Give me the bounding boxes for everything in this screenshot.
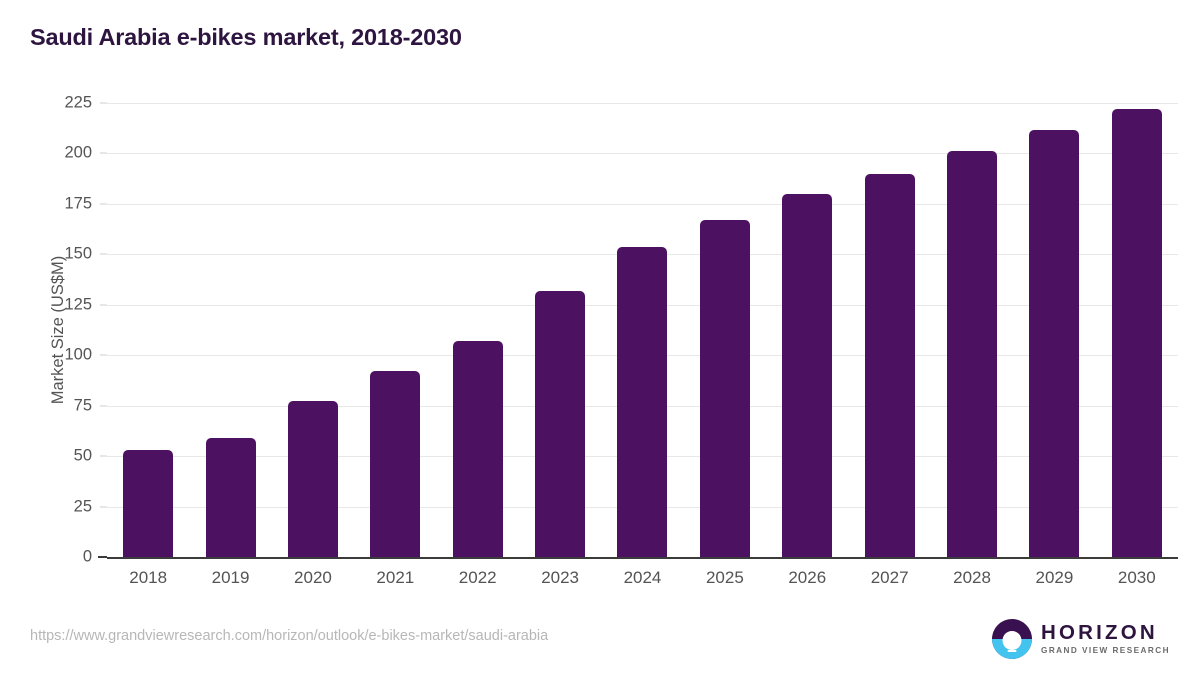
plot-area — [107, 103, 1178, 557]
x-tick-label-2028: 2028 — [953, 568, 991, 587]
bar-2026[interactable] — [782, 193, 833, 557]
bar-2030[interactable] — [1111, 109, 1162, 557]
bar-slot — [601, 103, 683, 557]
gridline — [107, 153, 1178, 155]
x-tick-label-2018: 2018 — [129, 568, 168, 587]
bar-2022[interactable] — [452, 341, 503, 557]
bar-2024[interactable] — [617, 247, 668, 557]
logo-ray-2 — [1005, 645, 1019, 648]
x-tick-label-2024: 2024 — [623, 568, 662, 587]
y-tick-mark — [100, 304, 107, 306]
logo-ray-3 — [1007, 649, 1017, 653]
bar-slot — [766, 103, 848, 557]
horizon-logo: HORIZON GRAND VIEW RESEARCH — [992, 618, 1170, 660]
horizon-sun-circle-icon — [992, 619, 1032, 659]
x-tick-label-2030: 2030 — [1117, 568, 1156, 587]
bar-slot — [848, 103, 930, 557]
bar-2021[interactable] — [370, 371, 421, 557]
y-tick-label: 0 — [82, 547, 92, 566]
bar-slot — [272, 103, 354, 557]
bar-slot — [437, 103, 519, 557]
y-tick-label: 225 — [64, 93, 92, 112]
y-tick-label: 125 — [64, 295, 92, 314]
y-tick-mark — [98, 556, 107, 558]
bar-2025[interactable] — [699, 220, 750, 557]
x-axis-line — [107, 557, 1178, 559]
logo-tagline: GRAND VIEW RESEARCH — [1041, 645, 1170, 655]
y-tick-mark — [100, 354, 107, 356]
y-tick-label: 75 — [73, 396, 92, 415]
bar-2023[interactable] — [535, 290, 586, 557]
bar-slot — [1096, 103, 1178, 557]
x-tick-label-2023: 2023 — [541, 568, 580, 587]
x-tick-label-2022: 2022 — [458, 568, 497, 587]
y-tick-label: 100 — [64, 345, 92, 364]
page-title: Saudi Arabia e-bikes market, 2018-2030 — [30, 24, 462, 50]
bar-2020[interactable] — [287, 400, 338, 557]
source-url[interactable]: https://www.grandviewresearch.com/horizo… — [30, 628, 549, 644]
bar-slot — [519, 103, 601, 557]
y-tick-label: 200 — [64, 143, 92, 162]
y-tick-mark — [100, 455, 107, 457]
bar-slot — [1013, 103, 1095, 557]
logo-text: HORIZON GRAND VIEW RESEARCH — [1041, 622, 1170, 655]
logo-ray-1 — [1003, 641, 1021, 644]
x-tick-label-2021: 2021 — [376, 568, 415, 587]
x-tick-label-2029: 2029 — [1035, 568, 1074, 587]
logo-sun-shape — [1002, 631, 1022, 650]
gridline — [107, 203, 1178, 205]
y-tick-mark — [100, 203, 107, 205]
y-tick-mark — [100, 152, 107, 154]
y-tick-label: 25 — [73, 497, 92, 516]
gridline — [107, 103, 1178, 104]
x-tick-label-2025: 2025 — [705, 568, 744, 587]
x-tick-label-2020: 2020 — [294, 568, 332, 587]
bar-slot — [684, 103, 766, 557]
x-tick-label-2027: 2027 — [870, 568, 909, 587]
y-tick-label: 150 — [64, 244, 92, 263]
bar-slot — [189, 103, 271, 557]
y-tick-mark — [100, 102, 107, 104]
y-tick-label: 50 — [73, 446, 92, 465]
y-tick-mark — [100, 405, 107, 407]
y-tick-mark — [100, 506, 107, 508]
bar-2027[interactable] — [864, 173, 915, 557]
y-tick-label: 175 — [64, 194, 92, 213]
logo-name: HORIZON — [1041, 621, 1158, 645]
bar-slot — [354, 103, 436, 557]
bar-2028[interactable] — [947, 151, 998, 557]
x-tick-label-2019: 2019 — [211, 568, 250, 587]
x-tick-label-2026: 2026 — [788, 568, 827, 587]
bar-2018[interactable] — [123, 450, 174, 557]
bar-2029[interactable] — [1029, 130, 1080, 557]
bar-2019[interactable] — [205, 437, 256, 557]
bar-slot — [107, 103, 189, 557]
y-tick-mark — [100, 253, 107, 255]
bar-slot — [931, 103, 1013, 557]
